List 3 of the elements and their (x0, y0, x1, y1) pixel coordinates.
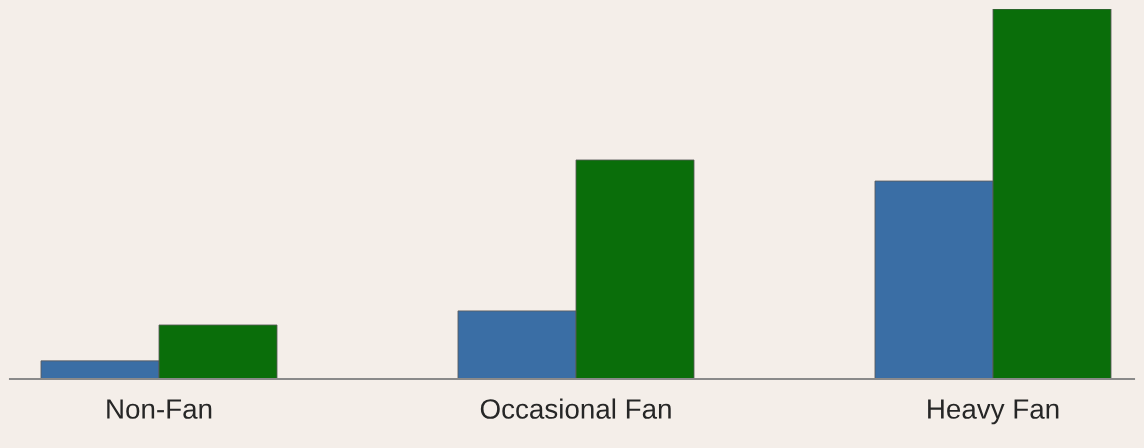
x-tick-label: Heavy Fan (928, 399, 1059, 425)
x-tick-label: Occasional Fan (480, 398, 671, 419)
x-tick-label: Non-Fan (107, 399, 212, 419)
